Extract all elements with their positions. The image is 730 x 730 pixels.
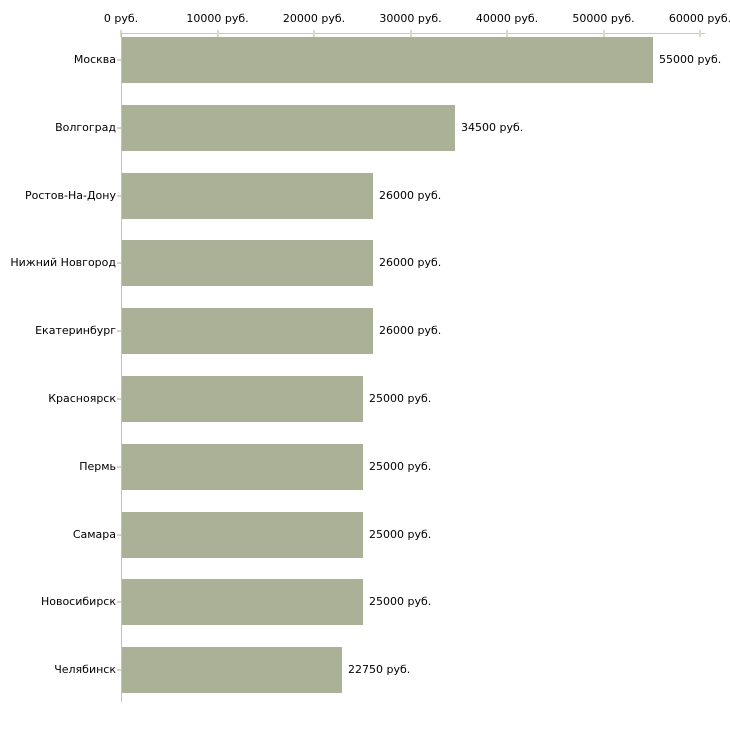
value-label: 55000 руб. (659, 53, 722, 66)
value-label: 22750 руб. (348, 663, 411, 677)
bar (122, 511, 363, 558)
x-axis-tick (409, 30, 412, 37)
bar (122, 172, 373, 219)
value-label: 25000 руб. (369, 392, 432, 405)
bar (122, 104, 455, 151)
x-axis-line (121, 33, 705, 34)
x-axis-tick (602, 30, 605, 37)
value-label: 25000 руб. (369, 595, 432, 609)
bar (122, 443, 363, 490)
bar (122, 37, 653, 83)
category-label: Москва (73, 53, 116, 66)
value-label: 26000 руб. (379, 256, 442, 270)
category-label: Ростов-На-Дону (24, 188, 116, 202)
y-axis-tick (117, 59, 121, 61)
bar (122, 647, 342, 694)
bar (122, 240, 373, 287)
y-axis-tick (117, 330, 121, 333)
x-axis-tick (506, 30, 508, 37)
y-axis-tick (117, 533, 121, 536)
value-label: 26000 руб. (379, 324, 442, 338)
y-axis-tick (117, 194, 121, 197)
bar (122, 579, 363, 626)
x-axis-tick-label: 60000 руб. (668, 12, 730, 25)
x-axis-tick-label: 50000 руб. (572, 12, 635, 25)
x-axis-tick-label: 30000 руб. (379, 12, 442, 25)
value-label: 34500 руб. (461, 120, 524, 134)
y-axis-tick (117, 126, 121, 129)
y-axis-line (121, 33, 122, 702)
category-label: Нижний Новгород (10, 256, 116, 270)
x-axis-tick (313, 30, 315, 37)
x-axis-tick-label: 20000 руб. (282, 12, 346, 25)
y-axis-tick (117, 601, 121, 604)
value-label: 25000 руб. (369, 459, 432, 473)
x-axis-tick-label: 0 руб. (103, 12, 139, 25)
x-axis-tick (699, 30, 701, 37)
y-axis-tick (117, 669, 121, 672)
category-label: Челябинск (54, 663, 116, 677)
value-label: 25000 руб. (369, 527, 432, 541)
category-label: Самара (72, 527, 116, 541)
category-label: Красноярск (48, 392, 116, 405)
x-axis-tick (216, 30, 219, 37)
bar (122, 376, 363, 422)
bar (122, 308, 373, 355)
category-label: Пермь (79, 459, 116, 473)
category-label: Екатеринбург (35, 324, 116, 338)
category-label: Волгоград (55, 120, 116, 134)
category-label: Новосибирск (40, 595, 116, 609)
y-axis-tick (117, 262, 121, 265)
y-axis-tick (117, 465, 121, 468)
y-axis-tick (117, 398, 121, 400)
x-axis-tick-label: 40000 руб. (475, 12, 539, 25)
x-axis-tick-label: 10000 руб. (186, 12, 249, 25)
value-label: 26000 руб. (379, 188, 442, 202)
